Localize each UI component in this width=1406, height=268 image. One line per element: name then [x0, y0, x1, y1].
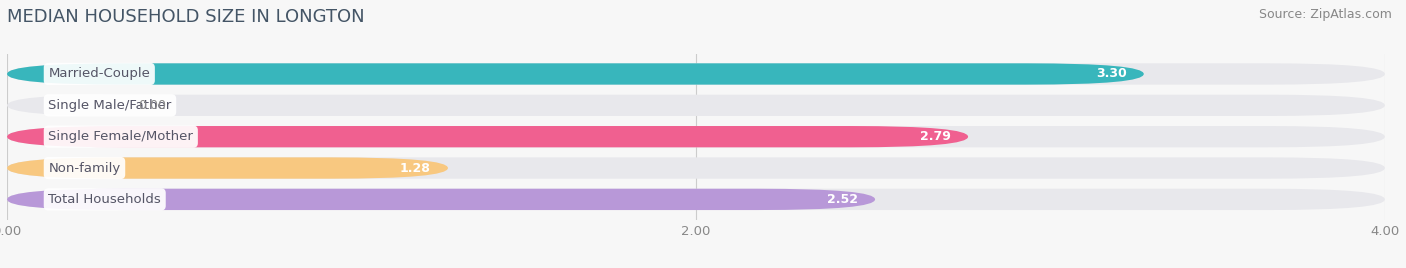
Text: MEDIAN HOUSEHOLD SIZE IN LONGTON: MEDIAN HOUSEHOLD SIZE IN LONGTON — [7, 8, 364, 26]
FancyBboxPatch shape — [7, 126, 969, 147]
FancyBboxPatch shape — [7, 189, 1385, 210]
Text: 0.00: 0.00 — [138, 99, 166, 112]
Text: Source: ZipAtlas.com: Source: ZipAtlas.com — [1258, 8, 1392, 21]
Text: 2.79: 2.79 — [920, 130, 950, 143]
FancyBboxPatch shape — [7, 157, 449, 179]
FancyBboxPatch shape — [7, 157, 1385, 179]
FancyBboxPatch shape — [7, 63, 1385, 85]
Text: Single Female/Mother: Single Female/Mother — [48, 130, 193, 143]
Text: 3.30: 3.30 — [1095, 68, 1126, 80]
Text: 2.52: 2.52 — [827, 193, 858, 206]
Text: 1.28: 1.28 — [399, 162, 430, 174]
FancyBboxPatch shape — [7, 63, 1144, 85]
FancyBboxPatch shape — [7, 189, 875, 210]
Text: Total Households: Total Households — [48, 193, 162, 206]
Text: Single Male/Father: Single Male/Father — [48, 99, 172, 112]
Text: Married-Couple: Married-Couple — [48, 68, 150, 80]
Text: Non-family: Non-family — [48, 162, 121, 174]
FancyBboxPatch shape — [7, 95, 1385, 116]
FancyBboxPatch shape — [7, 126, 1385, 147]
